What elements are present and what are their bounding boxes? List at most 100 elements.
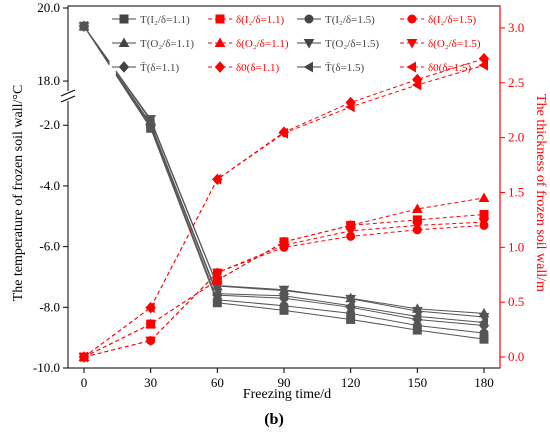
y-right-tick-label: 1.0 <box>508 239 524 254</box>
legend-label: δ(I₂/δ=1.1) <box>236 14 285 26</box>
data-point <box>145 336 157 347</box>
series-d_o2_11 <box>78 192 490 362</box>
data-point <box>479 209 489 219</box>
data-point <box>145 302 155 314</box>
legend-label: δ(O₂/δ=1.5) <box>428 38 481 50</box>
legend-label: T̄(δ=1.1) <box>140 62 180 74</box>
legend-marker <box>118 37 130 47</box>
x-tick-label: 90 <box>278 375 291 390</box>
y-left-tick-label: -6.0 <box>39 239 60 254</box>
data-point <box>345 101 355 113</box>
y-axis-title-left: The temperature of frozen soil wall/°C <box>11 85 26 302</box>
series-line <box>115 72 485 323</box>
legend-entry-tbar_11: T̄(δ=1.1) <box>112 61 180 74</box>
series-d0_15 <box>78 59 488 363</box>
legend-label: T̄(δ=1.5) <box>325 62 365 74</box>
x-tick-label: 60 <box>211 375 224 390</box>
y-left-tick-label: 18.0 <box>37 73 60 88</box>
legend-label: T(I₂/δ=1.5) <box>325 14 375 26</box>
legend-entry-d0_15: δ0(δ=1.5) <box>400 61 471 74</box>
data-point <box>478 218 490 228</box>
x-tick-label: 180 <box>474 375 494 390</box>
data-point <box>145 118 155 130</box>
y-right-tick-label: 3.0 <box>508 20 524 35</box>
series-d0_11 <box>78 52 490 363</box>
legend-marker <box>406 61 416 73</box>
y-left-tick-label: 20.0 <box>37 0 60 15</box>
legend-marker <box>407 14 417 24</box>
legend: T(I₂/δ=1.1) δ(I₂/δ=1.1) T(I₂/δ=1.5) δ(I₂/δ=… <box>112 14 481 74</box>
x-tick-label: 120 <box>341 375 361 390</box>
data-point <box>478 192 490 202</box>
data-point <box>78 20 88 32</box>
legend-entry-d0_11: δ0(δ=1.1) <box>208 61 279 74</box>
axis-break-mark <box>60 89 76 97</box>
y-left-tick-label: -2.0 <box>39 117 60 132</box>
axis-break-mark <box>60 95 76 103</box>
legend-marker <box>119 14 129 24</box>
x-tick-label: 0 <box>81 375 88 390</box>
data-point <box>478 313 490 323</box>
panel-label: (b) <box>264 411 284 428</box>
series-line <box>115 70 485 318</box>
legend-label: δ0(δ=1.1) <box>236 62 279 74</box>
legend-entry-d_i2_15: δ(I₂/δ=1.5) <box>400 14 477 26</box>
y-right-tick-label: 0.5 <box>508 294 524 309</box>
legend-entry-d_o2_11: δ(O₂/δ=1.1) <box>208 37 289 50</box>
legend-marker <box>304 14 314 24</box>
data-point <box>211 268 223 279</box>
data-point <box>278 241 290 251</box>
legend-entry-d_o2_15: δ(O₂/δ=1.5) <box>400 38 481 50</box>
legend-marker <box>214 61 226 73</box>
data-point <box>478 59 488 71</box>
data-point <box>411 221 423 231</box>
x-axis-title: Freezing time/d <box>243 387 331 402</box>
y-axis-title-right: The thickness of frozen soil wall/m <box>533 94 548 292</box>
data-point <box>211 288 222 300</box>
axis-break-gap <box>62 91 74 101</box>
series-line <box>115 74 485 334</box>
legend-marker <box>215 14 225 24</box>
legend-marker <box>406 39 418 49</box>
data-point <box>211 173 222 185</box>
data-point <box>345 294 357 305</box>
series-line <box>83 197 485 358</box>
data-point <box>411 311 422 322</box>
legend-label: T(O₂/δ=1.1) <box>140 38 194 50</box>
x-tick-label: 30 <box>144 375 157 390</box>
data-point <box>478 317 488 328</box>
legend-marker <box>303 61 313 73</box>
series-line <box>83 25 110 64</box>
data-point <box>411 203 423 213</box>
series-layer <box>78 20 490 363</box>
y-right-tick-label: 2.5 <box>508 75 524 90</box>
data-point <box>278 285 290 296</box>
legend-entry-t_o2_15: T(O₂/δ=1.5) <box>297 38 379 50</box>
legend-marker <box>214 37 226 47</box>
legend-label: T(O₂/δ=1.5) <box>325 38 379 50</box>
legend-entry-t_i2_11: T(I₂/δ=1.1) <box>112 14 190 26</box>
legend-label: δ(O₂/δ=1.1) <box>236 38 289 50</box>
legend-label: δ0(δ=1.5) <box>428 62 471 74</box>
axes: 0 30 60 90 120 150 180 20.0 18.0 -2.0 -4.0 -6.0 -8.0… <box>33 0 524 390</box>
legend-entry-t_o2_11: T(O₂/δ=1.1) <box>112 37 194 50</box>
data-point <box>278 127 288 139</box>
data-point <box>78 351 88 363</box>
legend-entry-t_i2_15: T(I₂/δ=1.5) <box>297 14 375 26</box>
legend-label: T(I₂/δ=1.1) <box>140 14 190 26</box>
legend-label: δ(I₂/δ=1.5) <box>428 14 477 26</box>
data-point <box>278 290 288 302</box>
series-tbar_15 <box>78 20 488 328</box>
legend-entry-tbar_15: T̄(δ=1.5) <box>297 61 365 74</box>
legend-marker <box>118 61 130 73</box>
data-point <box>345 226 357 237</box>
y-left-tick-label: -10.0 <box>33 360 60 375</box>
y-left-tick-label: -8.0 <box>39 299 60 314</box>
data-point <box>211 274 223 285</box>
data-point <box>411 306 423 317</box>
data-point <box>345 300 355 312</box>
y-left-tick-label: -4.0 <box>39 178 60 193</box>
data-point <box>411 79 422 91</box>
data-point <box>145 318 157 329</box>
